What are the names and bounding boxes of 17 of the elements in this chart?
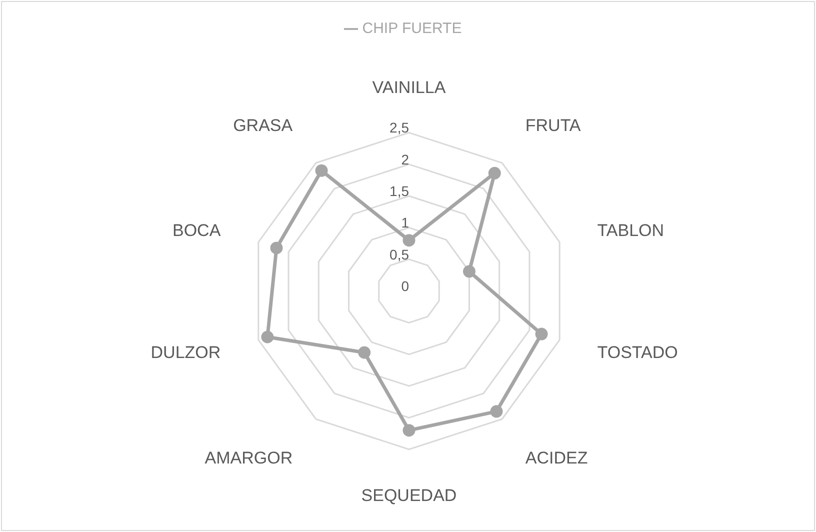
y-tick-label: 0 xyxy=(401,278,410,294)
spoke-label: BOCA xyxy=(172,220,222,240)
spoke-label: DULZOR xyxy=(150,343,221,362)
spoke-label: ACIDEZ xyxy=(525,448,588,468)
spoke-label: VAINILLA xyxy=(372,78,446,97)
legend-label: CHIP FUERTE xyxy=(362,20,462,37)
y-tick-label: 0,5 xyxy=(390,246,410,262)
spoke-label: TABLON xyxy=(597,220,664,240)
y-tick-label: 1 xyxy=(401,214,410,231)
y-tick-label: 2,5 xyxy=(390,120,410,136)
spoke-label: TOSTADO xyxy=(597,343,678,362)
spoke-label: GRASA xyxy=(233,116,294,135)
spoke-label: SEQUEDAD xyxy=(361,486,457,506)
spoke-label: AMARGOR xyxy=(204,448,293,468)
spoke-label: FRUTA xyxy=(525,116,582,135)
y-tick-label: 1,5 xyxy=(390,183,410,199)
y-tick-label: 2 xyxy=(401,151,410,168)
